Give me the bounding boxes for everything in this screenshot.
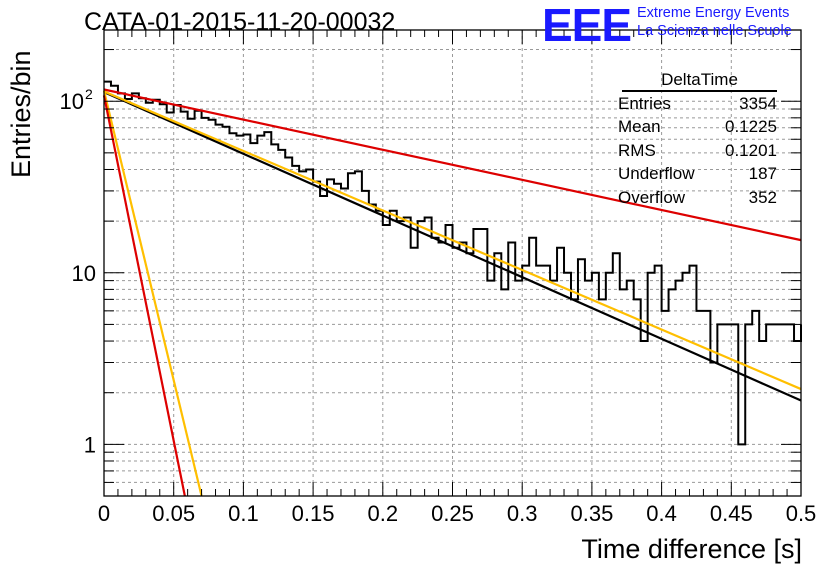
y-tick-label: 10 (72, 261, 96, 286)
grid (104, 30, 801, 497)
page-title: CATA-01-2015-11-20-00032 (84, 8, 396, 36)
x-axis-label: Time difference [s] (581, 534, 802, 564)
stats-row-underflow: Underflow 187 (612, 162, 777, 185)
stats-row-mean: Mean 0.1225 (612, 115, 777, 138)
y-tick-label: 1 (84, 432, 96, 457)
axis-ticks (103, 30, 802, 497)
eee-logo: EEE (542, 0, 632, 51)
stats-label: RMS (618, 140, 656, 160)
fit-line (102, 95, 186, 497)
stats-label: Entries (618, 94, 671, 113)
fit-line (103, 88, 802, 242)
stats-label: Overflow (618, 187, 686, 207)
stats-value: 3354 (739, 94, 777, 113)
y-axis-label: Entries/bin (6, 50, 36, 178)
x-tick-label: 0.35 (570, 501, 613, 526)
x-tick-label: 0.15 (292, 501, 335, 526)
x-tick-label: 0.5 (786, 501, 817, 526)
logo-caption-line2: La Scienza nelle Scuole (637, 23, 792, 39)
fit-line (102, 90, 203, 497)
stats-value: 187 (748, 164, 777, 184)
y-tick-label: 10 (60, 89, 84, 114)
stats-value: 0.1225 (725, 117, 777, 137)
x-tick-label: 0 (98, 501, 110, 526)
stats-value: 352 (748, 187, 777, 207)
stats-row-entries: Entries 3354 (612, 92, 777, 115)
x-tick-label: 0.25 (431, 501, 474, 526)
axis-tick-labels: 0 0.05 0.1 0.15 0.2 0.25 0.3 0.35 0.4 0.45 0.5 1 10 1… (60, 86, 817, 526)
fit-line (103, 91, 802, 402)
stats-box: DeltaTime Entries 3354 Mean 0.1225 RMS 0.12… (612, 70, 777, 209)
x-tick-label: 0.45 (710, 501, 753, 526)
x-tick-label: 0.2 (368, 501, 399, 526)
stats-label: Underflow (618, 164, 695, 184)
logo-caption: Extreme Energy Events La Scienza nelle S… (637, 4, 792, 40)
y-tick-label-exponent: 2 (85, 86, 93, 102)
x-tick-label: 0.3 (507, 501, 538, 526)
x-tick-label: 0.05 (152, 501, 195, 526)
histogram-steps (104, 80, 802, 446)
stats-title: DeltaTime (622, 70, 777, 92)
fit-line (103, 90, 802, 391)
fit-lines (102, 88, 802, 497)
stats-label: Mean (618, 117, 661, 137)
logo-caption-line1: Extreme Energy Events (637, 5, 790, 21)
stats-value: 0.1201 (725, 140, 777, 160)
histogram (104, 80, 802, 446)
x-tick-label: 0.1 (228, 501, 259, 526)
x-tick-label: 0.4 (646, 501, 677, 526)
stats-row-rms: RMS 0.1201 (612, 139, 777, 162)
stats-row-overflow: Overflow 352 (612, 186, 777, 209)
